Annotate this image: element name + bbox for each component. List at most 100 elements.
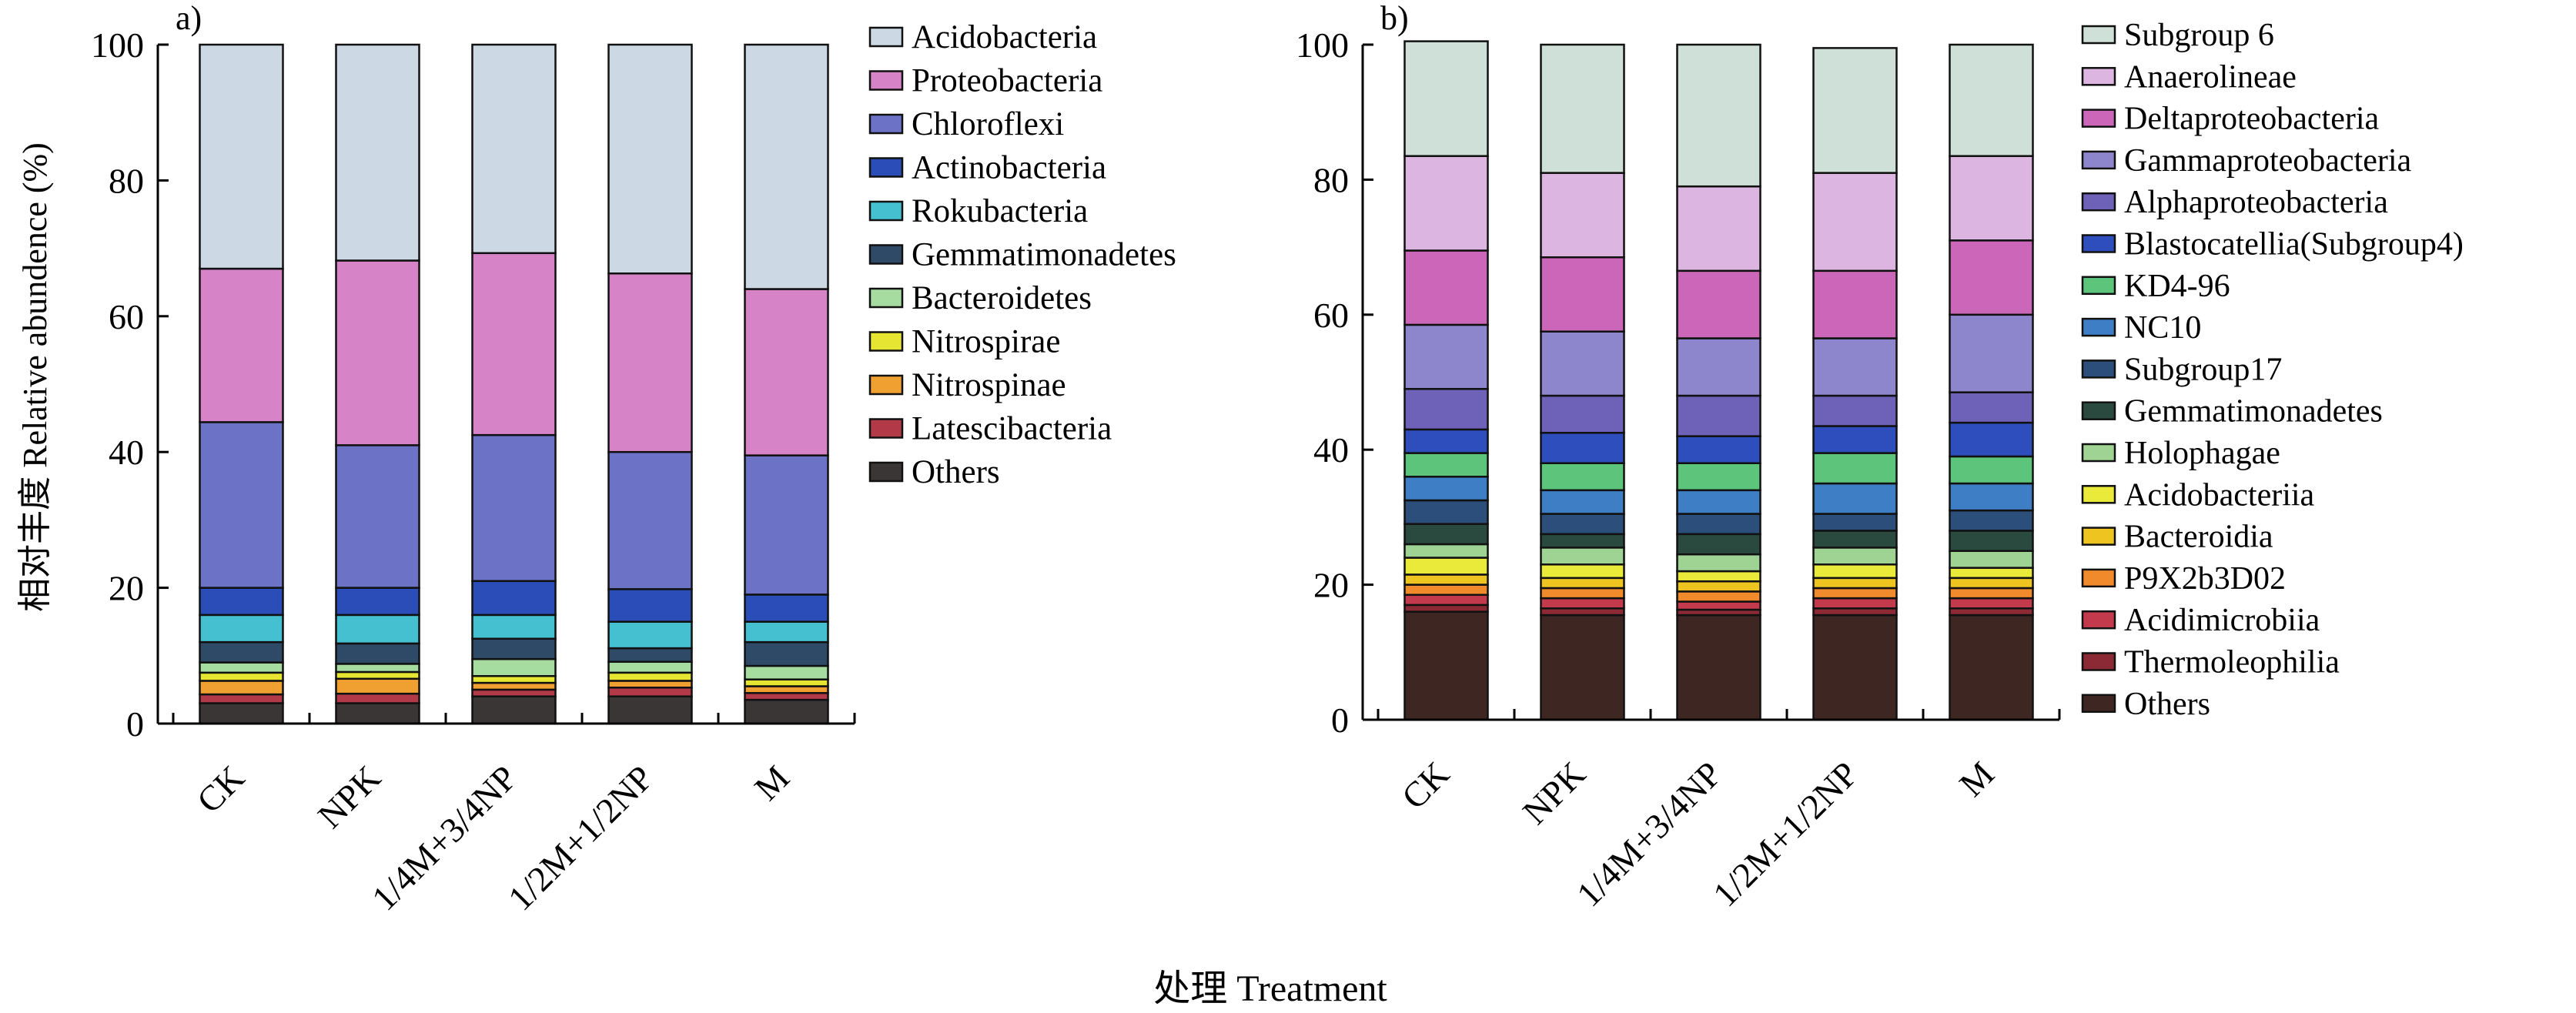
bar-segment-m-gammaproteobacteria: [1949, 313, 2034, 393]
bar-segment-ck-thermoleophilia: [1403, 603, 1489, 613]
legend-label: Acidimicrobiia: [2124, 603, 2320, 638]
bar-segment-1-4m-3-4np-blastocatellia-subgroup4: [1676, 435, 1761, 464]
legend-item-kd4-96: KD4-96: [2081, 269, 2230, 304]
bar-segment-npk-bacteroidia: [1540, 577, 1625, 590]
legend-item-nc10: NC10: [2081, 310, 2201, 346]
bar-segment-ck-deltaproteobacteria: [1403, 249, 1489, 326]
legend-swatch: [2081, 694, 2116, 714]
y-tick-label: 0: [126, 704, 144, 744]
bar-segment-1-2m-1-2np-p9x2b3d02: [1812, 587, 1898, 600]
bar-segment-ck-rokubacteria: [199, 613, 284, 644]
bar-segment-1-2m-1-2np-latescibacteria: [607, 687, 693, 697]
bar-segment-1-2m-1-2np-others: [1812, 613, 1898, 721]
bar-segment-m-subgroup-6: [1949, 43, 2034, 157]
bar-segment-ck-alphaproteobacteria: [1403, 388, 1489, 431]
bar-segment-1-2m-1-2np-bacteroidia: [1812, 577, 1898, 590]
bar-segment-ck-p9x2b3d02: [1403, 583, 1489, 597]
bar-segment-m-subgroup17: [1949, 509, 2034, 532]
bar-segment-npk-rokubacteria: [335, 613, 420, 645]
bar-segment-ck-acidimicrobiia: [1403, 593, 1489, 607]
bar-segment-1-2m-1-2np-acidobacteria: [607, 43, 693, 275]
x-tick-label: 1/4M+3/4NP: [1569, 754, 1729, 914]
legend-swatch: [868, 70, 904, 91]
y-tick-label: 100: [91, 25, 144, 65]
bar-segment-1-4m-3-4np-holophagae: [1676, 553, 1761, 573]
legend-item-gemmatimonadetes: Gemmatimonadetes: [868, 237, 1176, 273]
y-tick-label: 20: [109, 569, 144, 608]
bar-segment-1-4m-3-4np-others: [471, 695, 557, 725]
legend-swatch: [2081, 610, 2116, 630]
legend-label: KD4-96: [2124, 269, 2230, 304]
bar-segment-ck-gemmatimonadetes: [1403, 523, 1489, 546]
bar-segment-1-4m-3-4np-acidobacteriia: [1676, 570, 1761, 583]
legend-swatch: [2081, 109, 2116, 128]
bar-segment-m-gemmatimonadetes: [1949, 530, 2034, 553]
bar-segment-m-holophagae: [1949, 550, 2034, 569]
bar-segment-m-alphaproteobacteria: [1949, 391, 2034, 424]
bar-segment-npk-thermoleophilia: [1540, 607, 1625, 617]
legend-item-bacteroidetes: Bacteroidetes: [868, 280, 1092, 316]
legend-label: Rokubacteria: [912, 193, 1088, 229]
legend-label: Alphaproteobacteria: [2124, 185, 2388, 220]
bar-segment-1-2m-1-2np-subgroup-6: [1812, 47, 1898, 174]
x-tick-label: NPK: [310, 758, 388, 836]
legend-swatch: [2081, 485, 2116, 504]
legend-item-latescibacteria: Latescibacteria: [868, 411, 1112, 447]
legend-swatch: [2081, 25, 2116, 45]
legend-item-deltaproteobacteria: Deltaproteobacteria: [2081, 102, 2379, 137]
bar-segment-npk-others: [1540, 613, 1625, 721]
bar-segment-1-4m-3-4np-gemmatimonadetes: [471, 637, 557, 660]
legend-label: Acidobacteria: [912, 19, 1097, 55]
legend-item-chloroflexi: Chloroflexi: [868, 106, 1064, 142]
x-axis-label: 处理 Treatment: [1153, 968, 1387, 1009]
x-tick-label: 1/2M+1/2NP: [500, 758, 661, 918]
bar-segment-1-4m-3-4np-p9x2b3d02: [1676, 590, 1761, 603]
bar-segment-m-nitrospinae: [744, 685, 829, 694]
bar-segment-1-2m-1-2np-nitrospinae: [607, 680, 693, 689]
legend-label: P9X2b3D02: [2124, 561, 2286, 597]
y-tick-label: 40: [109, 433, 144, 472]
panel-label: a): [176, 0, 202, 37]
bar-segment-npk-subgroup-6: [1540, 43, 1625, 174]
legend-item-others: Others: [868, 454, 1000, 490]
bar-segment-m-proteobacteria: [744, 288, 829, 456]
bar-segment-m-thermoleophilia: [1949, 607, 2034, 617]
legend-item-subgroup-6: Subgroup 6: [2081, 18, 2274, 53]
legend-label: Acidobacteriia: [2124, 477, 2315, 513]
bar-segment-ck-anaerolineae: [1403, 155, 1489, 252]
bar-segment-npk-latescibacteria: [335, 692, 420, 704]
legend-swatch: [868, 200, 904, 222]
bar-segment-1-4m-3-4np-alphaproteobacteria: [1676, 394, 1761, 437]
legend-swatch: [2081, 150, 2116, 170]
legend-swatch: [868, 287, 904, 309]
legend-label: Others: [2124, 687, 2210, 722]
bar-segment-m-deltaproteobacteria: [1949, 239, 2034, 316]
bar-segment-1-2m-1-2np-gemmatimonadetes: [607, 647, 693, 663]
bar-segment-ck-acidobacteria: [199, 43, 284, 270]
bar-segment-ck-kd4-96: [1403, 452, 1489, 478]
bar-segment-npk-holophagae: [1540, 547, 1625, 566]
legend-label: Blastocatellia(Subgroup4): [2124, 227, 2464, 262]
legend-item-rokubacteria: Rokubacteria: [868, 193, 1088, 229]
legend-item-subgroup17: Subgroup17: [2081, 352, 2282, 387]
bar-segment-1-2m-1-2np-subgroup17: [1812, 513, 1898, 532]
bar-segment-1-2m-1-2np-deltaproteobacteria: [1812, 269, 1898, 339]
bar-segment-npk-acidobacteria: [335, 43, 420, 262]
legend-swatch: [2081, 527, 2116, 546]
bar-segment-1-2m-1-2np-gammaproteobacteria: [1812, 337, 1898, 397]
bar-segment-npk-nitrospirae: [335, 670, 420, 680]
legend-label: Nitrospinae: [912, 367, 1066, 403]
x-tick-label: 1/4M+3/4NP: [364, 758, 524, 918]
bar-segment-ck-gemmatimonadetes: [199, 640, 284, 664]
y-axis-label: 相对丰度 Relative abundence (%): [16, 142, 54, 612]
legend-label: Subgroup17: [2124, 352, 2282, 387]
legend-item-acidobacteriia: Acidobacteriia: [2081, 477, 2315, 513]
legend-label: Thermoleophilia: [2124, 645, 2340, 680]
bar-segment-1-4m-3-4np-deltaproteobacteria: [1676, 269, 1761, 339]
y-tick-label: 80: [1313, 160, 1349, 199]
legend-item-nitrospirae: Nitrospirae: [868, 324, 1060, 360]
bar-segment-ck-gammaproteobacteria: [1403, 323, 1489, 390]
x-tick-label: CK: [1394, 754, 1457, 817]
bar-segment-1-4m-3-4np-nitrospirae: [471, 675, 557, 684]
